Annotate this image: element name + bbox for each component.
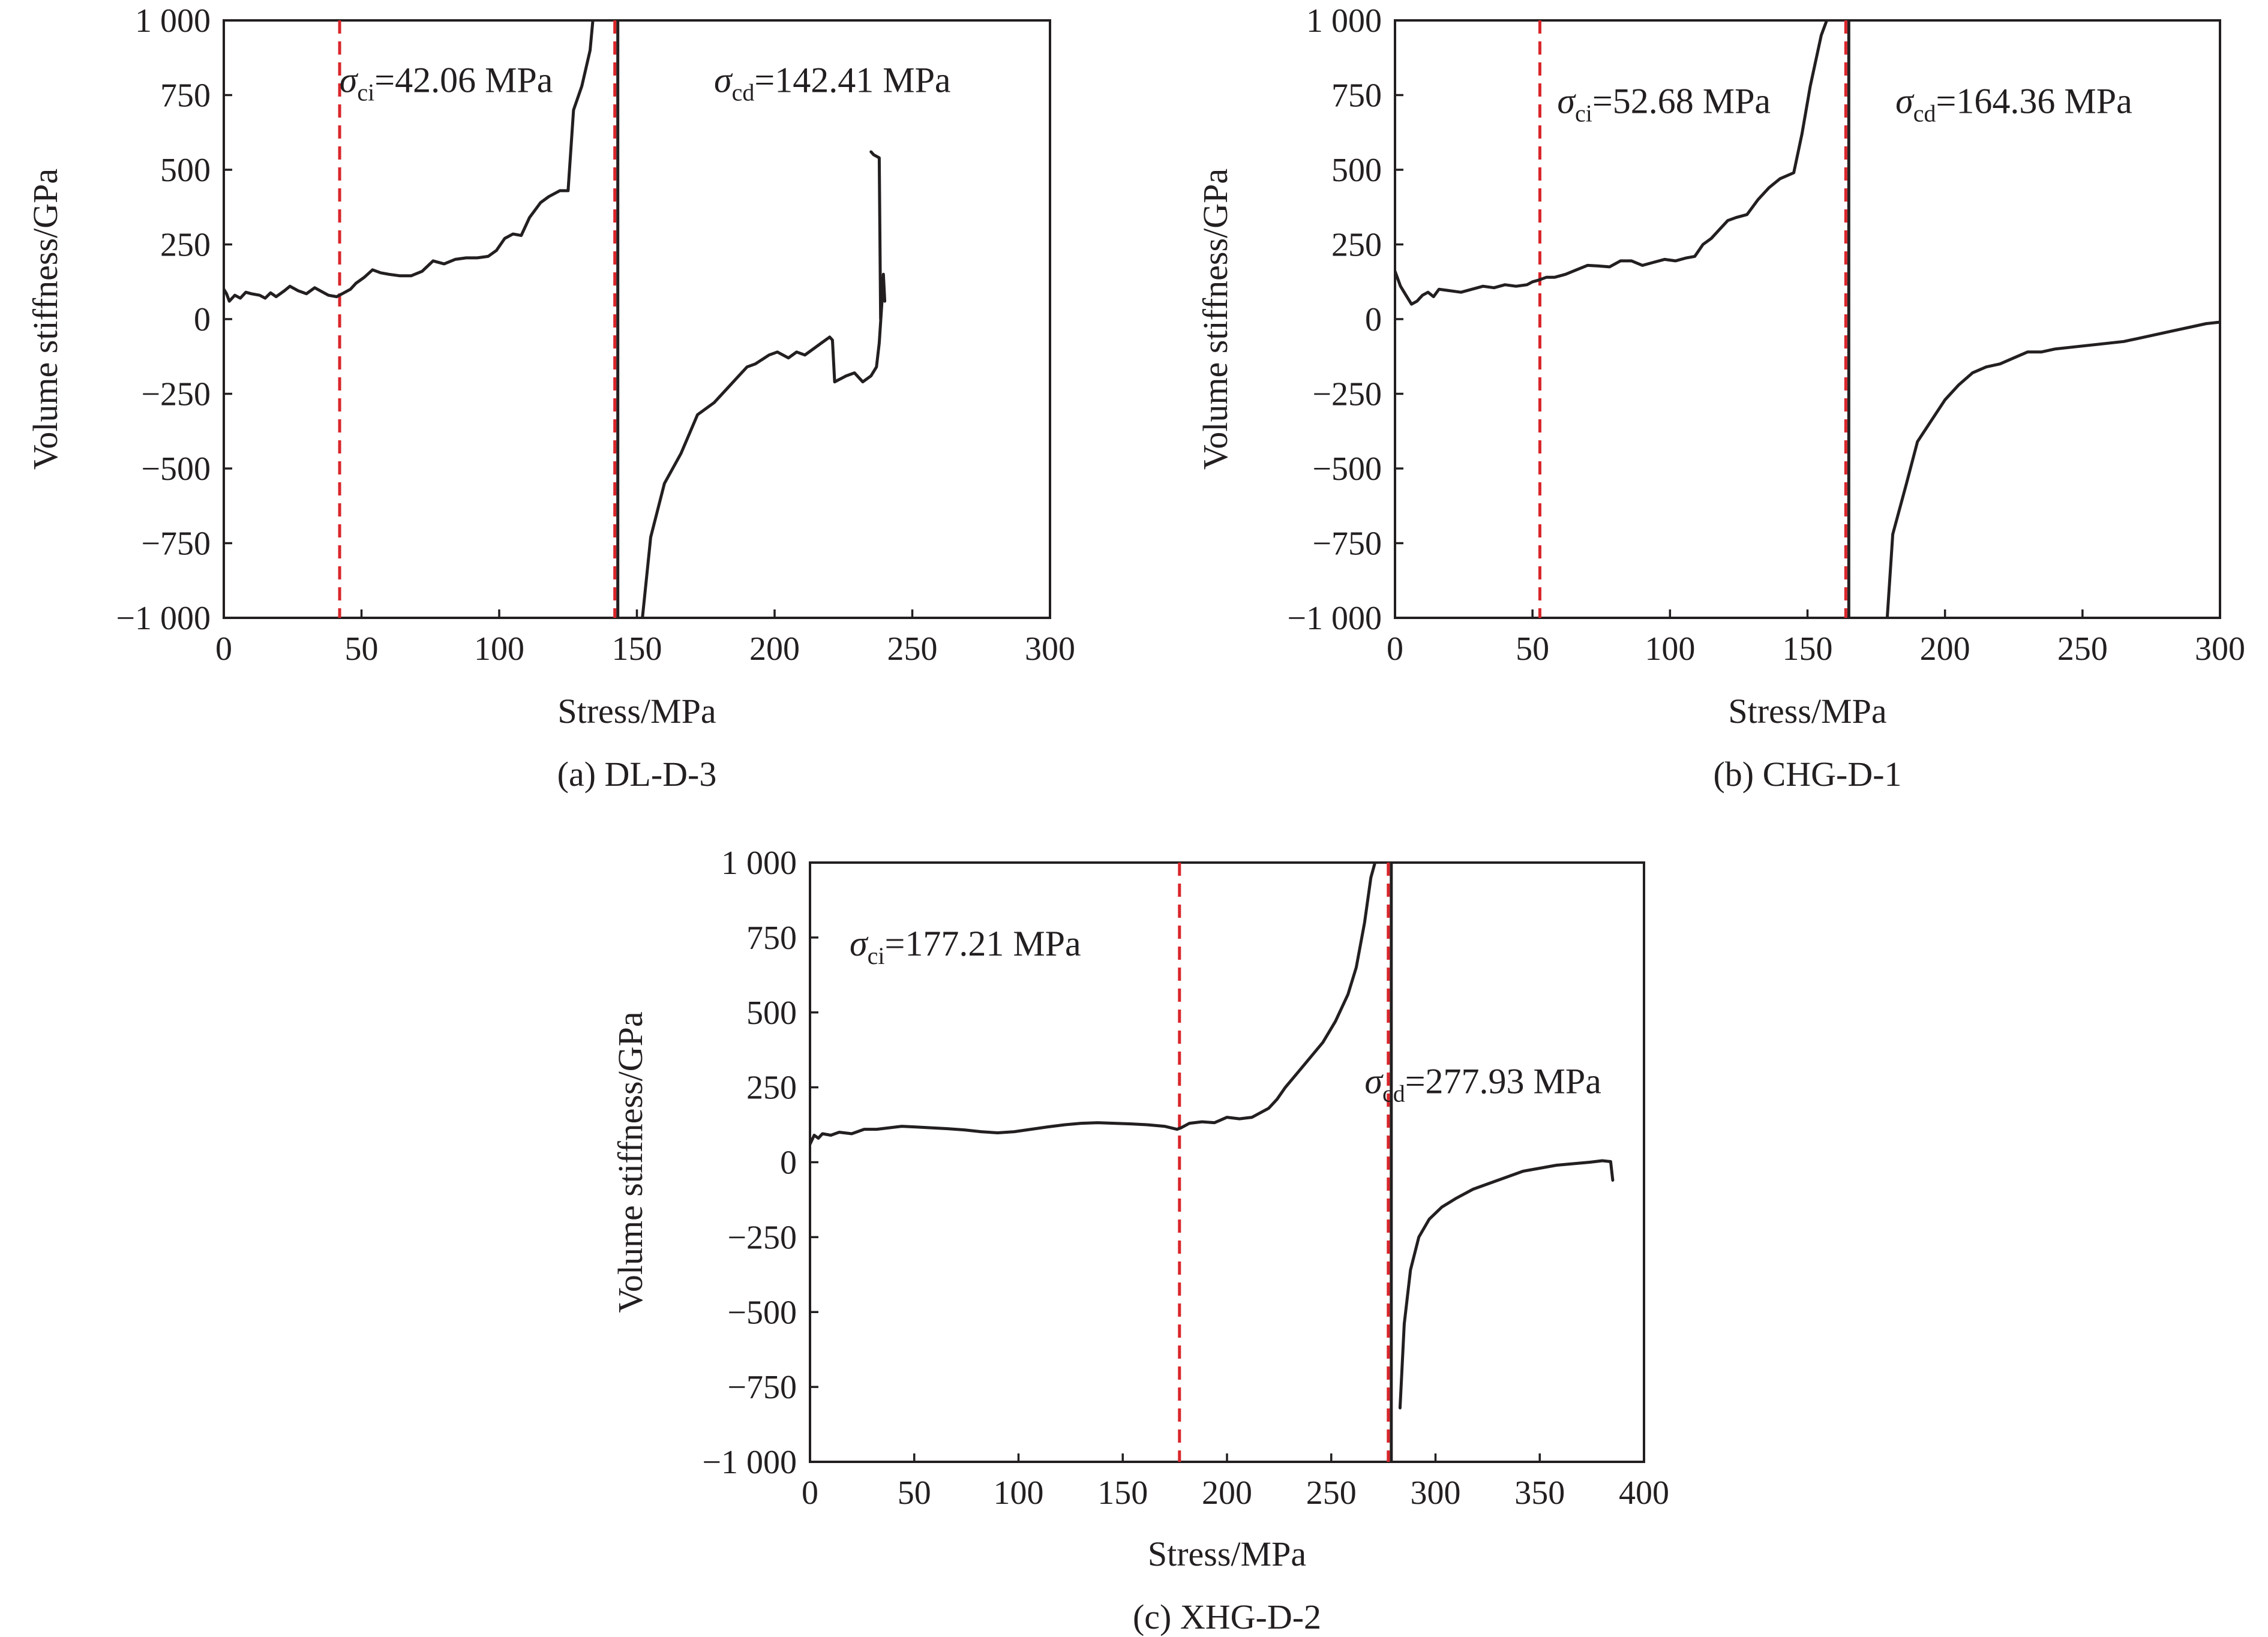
y-tick-label: 1 000 <box>1306 2 1382 40</box>
panel-caption: (a) DL-D-3 <box>557 755 717 794</box>
y-tick-label: −750 <box>141 525 211 563</box>
x-tick-label: 150 <box>1783 630 1833 668</box>
sigma-cd-label: σcd=164.36 MPa <box>1895 81 2132 127</box>
sigma-symbol: σ <box>1364 1062 1384 1101</box>
x-axis-title: Stress/MPa <box>1728 692 1886 731</box>
x-tick-label: 350 <box>1514 1474 1565 1512</box>
x-tick-label: 0 <box>802 1474 818 1512</box>
sigma-cd-label: σcd=142.41 MPa <box>714 61 951 106</box>
x-tick-label: 250 <box>2057 630 2108 668</box>
sigma-value-text: =164.36 MPa <box>1936 81 2132 121</box>
y-tick-label: 500 <box>1331 152 1382 189</box>
sigma-subscript: ci <box>357 79 374 106</box>
y-axis-title: Volume stiffness/GPa <box>611 1011 650 1312</box>
y-tick-label: −500 <box>1312 450 1382 488</box>
x-tick-label: 150 <box>612 630 662 668</box>
sigma-symbol: σ <box>850 924 869 963</box>
sigma-value-text: =277.93 MPa <box>1405 1062 1601 1101</box>
y-tick-label: 500 <box>160 152 211 189</box>
y-tick-label: −750 <box>727 1369 797 1406</box>
y-tick-label: −1 000 <box>702 1444 797 1481</box>
x-tick-label: 250 <box>1306 1474 1357 1512</box>
x-tick-label: 150 <box>1097 1474 1148 1512</box>
stiffness-curve <box>1398 1159 1615 1410</box>
x-tick-label: 100 <box>1645 630 1695 668</box>
sigma-value-text: =52.68 MPa <box>1592 81 1771 121</box>
stiffness-curve <box>641 272 887 618</box>
y-tick-label: 0 <box>1365 301 1382 338</box>
stiffness-curve <box>869 150 883 321</box>
x-tick-label: 300 <box>1025 630 1075 668</box>
sigma-subscript: cd <box>1913 100 1936 127</box>
y-tick-label: 0 <box>194 301 211 338</box>
y-tick-label: 250 <box>746 1070 797 1107</box>
sigma-ci-label: σci=42.06 MPa <box>340 61 553 106</box>
y-tick-label: −250 <box>727 1219 797 1256</box>
y-tick-label: 750 <box>160 77 211 115</box>
y-tick-label: 1 000 <box>135 2 211 40</box>
panel-chg-d-1: 0 50 100 150 200 250 300 1 000 750 500 250 0 −250 −50… <box>1196 2 2245 794</box>
y-tick-label: −500 <box>141 450 211 488</box>
sigma-subscript: cd <box>732 79 755 106</box>
x-tick-label: 0 <box>1387 630 1403 668</box>
y-tick-label: 0 <box>780 1145 797 1182</box>
x-tick-label: 300 <box>1411 1474 1461 1512</box>
x-tick-label: 0 <box>215 630 232 668</box>
sigma-cd-label: σcd=277.93 MPa <box>1364 1062 1601 1107</box>
y-tick-label: 250 <box>1331 227 1382 264</box>
sigma-ci-label: σci=52.68 MPa <box>1557 81 1771 127</box>
y-axis-title: Volume stiffness/GPa <box>1196 169 1235 470</box>
y-axis-title: Volume stiffness/GPa <box>26 169 65 470</box>
sigma-ci-label: σci=177.21 MPa <box>850 924 1081 969</box>
sigma-subscript: ci <box>1575 100 1592 127</box>
panel-dl-d-3: 0 50 100 150 200 250 300 1 000 750 500 250 0 −250 −50… <box>26 2 1075 794</box>
x-tick-label: 200 <box>1920 630 1970 668</box>
y-tick-label: −250 <box>141 376 211 413</box>
stiffness-curve <box>224 20 595 303</box>
sigma-symbol: σ <box>1557 81 1576 121</box>
y-tick-label: 750 <box>746 920 797 957</box>
plot-frame <box>223 19 1051 619</box>
sigma-symbol: σ <box>340 61 359 100</box>
sigma-symbol: σ <box>1895 81 1915 121</box>
y-tick-label: 500 <box>746 995 797 1032</box>
x-tick-label: 200 <box>749 630 800 668</box>
x-tick-label: 300 <box>2195 630 2245 668</box>
y-tick-label: −250 <box>1312 376 1382 413</box>
x-axis-title: Stress/MPa <box>1148 1534 1306 1573</box>
y-tick-label: −1 000 <box>116 600 211 637</box>
panel-caption: (c) XHG-D-2 <box>1133 1597 1321 1636</box>
y-tick-label: −500 <box>727 1294 797 1331</box>
stiffness-curve <box>1885 320 2220 618</box>
x-tick-label: 100 <box>994 1474 1044 1512</box>
sigma-value-text: =42.06 MPa <box>374 61 553 100</box>
x-tick-label: 50 <box>898 1474 931 1512</box>
panel-caption: (b) CHG-D-1 <box>1713 755 1901 794</box>
x-tick-label: 100 <box>474 630 524 668</box>
sigma-symbol: σ <box>714 61 733 100</box>
x-tick-label: 250 <box>887 630 938 668</box>
x-tick-label: 400 <box>1619 1474 1669 1512</box>
y-tick-label: 250 <box>160 227 211 264</box>
x-tick-label: 200 <box>1202 1474 1252 1512</box>
y-tick-label: −1 000 <box>1287 600 1382 637</box>
x-tick-label: 50 <box>1516 630 1549 668</box>
sigma-subscript: cd <box>1382 1080 1405 1107</box>
x-tick-label: 50 <box>345 630 379 668</box>
stiffness-curve <box>810 863 1377 1146</box>
y-tick-label: 1 000 <box>721 845 797 882</box>
sigma-subscript: ci <box>868 942 885 969</box>
sigma-value-text: =177.21 MPa <box>884 924 1081 963</box>
y-tick-label: 750 <box>1331 77 1382 115</box>
sigma-value-text: =142.41 MPa <box>754 61 950 100</box>
stiffness-curve <box>1395 20 1829 306</box>
y-tick-label: −750 <box>1312 525 1382 563</box>
x-axis-title: Stress/MPa <box>557 692 716 731</box>
